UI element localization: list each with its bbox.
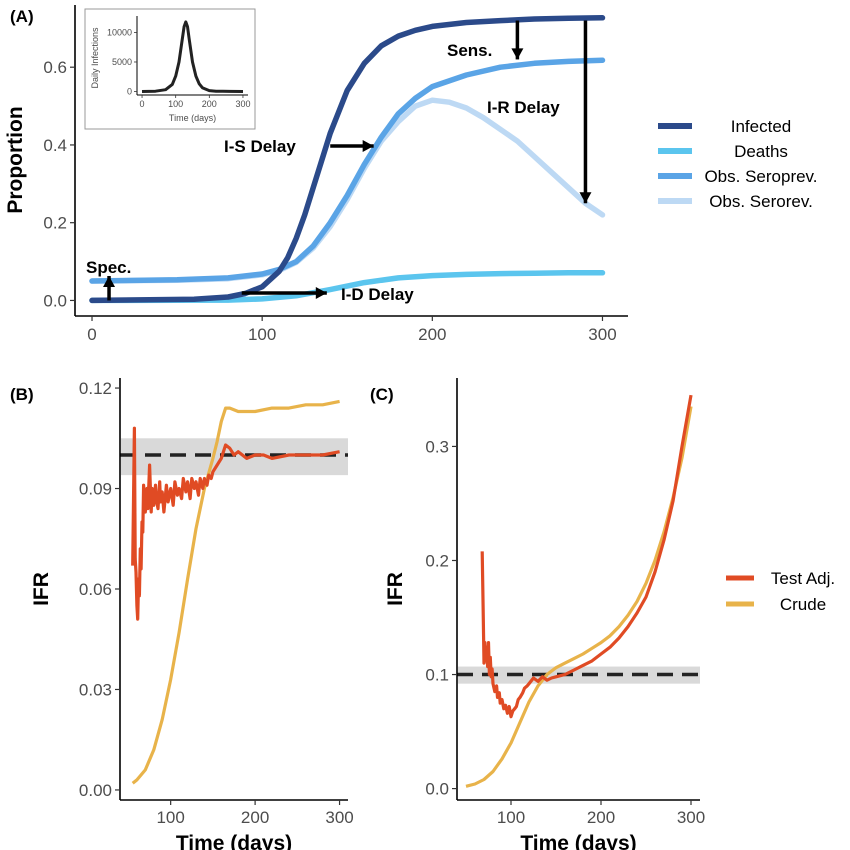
spec-arrow-head [103, 276, 116, 288]
panel-c-label: (C) [370, 385, 394, 404]
panel-c-xtick-label: 200 [587, 808, 615, 827]
panel-a-xtick-label: 100 [248, 325, 276, 344]
sens-arrow-head [511, 48, 524, 60]
spec-label: Spec. [86, 258, 131, 277]
ir-delay-label: I-R Delay [487, 98, 560, 117]
panel-b-ytick-label: 0.09 [79, 480, 112, 499]
inset-box [84, 8, 256, 130]
panel-a-xtick-label: 200 [418, 325, 446, 344]
panel-c-series-crude [465, 406, 693, 788]
panel-b-y-title: IFR [30, 572, 53, 606]
is-delay-label: I-S Delay [224, 137, 296, 156]
panel-b-series-test_adj [131, 426, 340, 621]
panel-c-xtick-label: 100 [497, 808, 525, 827]
panel-a-series-deaths [89, 270, 606, 304]
panel-c-ytick-label: 0.2 [425, 551, 449, 570]
panel-b-xtick-label: 100 [156, 808, 184, 827]
panel-c-x-title: Time (days) [520, 832, 636, 850]
inset-y-title: Daily Infections [90, 27, 100, 89]
legend-bc-label-test_adj: Test Adj. [771, 569, 835, 588]
panel-c-ytick-label: 0.0 [425, 780, 449, 799]
legend-a-label-deaths: Deaths [734, 142, 788, 161]
panel-a-ytick-label: 0.6 [43, 58, 67, 77]
is-delay-arrow-head [362, 140, 374, 152]
legend-bc-label-crude: Crude [780, 595, 826, 614]
inset-ytick-label: 0 [127, 86, 132, 96]
panel-b-ytick-label: 0.03 [79, 680, 112, 699]
panel-a-ytick-label: 0.4 [43, 136, 67, 155]
panel-a-series-infected [89, 15, 606, 304]
panel-a-ytick-label: 0.0 [43, 291, 67, 310]
legend-a-label-seroprev: Obs. Seroprev. [704, 167, 817, 186]
panel-b-xtick-label: 200 [241, 808, 269, 827]
id-delay-label: I-D Delay [341, 285, 414, 304]
panel-c-y-title: IFR [384, 572, 407, 606]
panel-c-ytick-label: 0.3 [425, 437, 449, 456]
panel-b-series-crude [131, 399, 340, 785]
legend-a-label-infected: Infected [731, 117, 792, 136]
panel-b-ytick-label: 0.12 [79, 379, 112, 398]
panel-b-label: (B) [10, 385, 34, 404]
panel-c-series-test_adj [480, 394, 693, 719]
id-delay-arrow-head [315, 287, 327, 299]
sens-label: Sens. [447, 41, 492, 60]
ir-delay-arrow-head [579, 192, 592, 204]
inset-xtick-label: 100 [168, 99, 183, 109]
inset-ytick-label: 10000 [107, 28, 132, 38]
panel-b-xtick-label: 300 [325, 808, 353, 827]
panel-c-truth-band [458, 666, 700, 684]
inset-x-title: Time (days) [169, 113, 216, 123]
panel-a-xtick-label: 0 [87, 325, 96, 344]
inset-daily-infections-line [141, 20, 244, 93]
panel-c-ytick-label: 0.1 [425, 666, 449, 685]
panel-a-ytick-label: 0.2 [43, 214, 67, 233]
panel-a-label: (A) [10, 7, 34, 26]
panel-b-ytick-label: 0.00 [79, 781, 112, 800]
inset-xtick-label: 200 [202, 99, 217, 109]
legend-a-label-serorev: Obs. Serorev. [709, 192, 813, 211]
panel-a-series-seroprev [89, 57, 606, 284]
inset-ytick-label: 5000 [112, 57, 132, 67]
panel-a-y-title: Proportion [4, 106, 27, 213]
inset-xtick-label: 300 [235, 99, 250, 109]
panel-c-xtick-label: 300 [677, 808, 705, 827]
panel-a-xtick-label: 300 [588, 325, 616, 344]
panel-b-x-title: Time (days) [176, 832, 292, 850]
inset-xtick-label: 0 [140, 99, 145, 109]
panel-b-ytick-label: 0.06 [79, 580, 112, 599]
